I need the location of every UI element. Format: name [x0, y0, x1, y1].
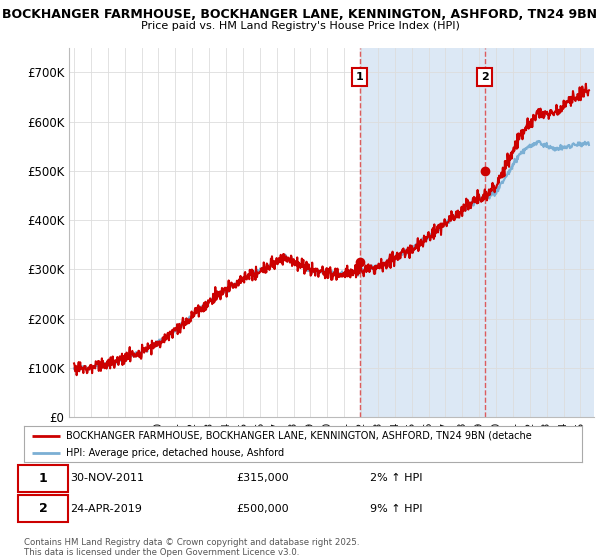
FancyBboxPatch shape — [19, 465, 68, 492]
Text: 30-NOV-2011: 30-NOV-2011 — [70, 473, 145, 483]
Text: 2: 2 — [481, 72, 488, 82]
Bar — [359, 48, 485, 417]
Text: 2% ↑ HPI: 2% ↑ HPI — [370, 473, 422, 483]
Text: 9% ↑ HPI: 9% ↑ HPI — [370, 504, 422, 514]
Text: £500,000: £500,000 — [236, 504, 289, 514]
Text: 2: 2 — [38, 502, 47, 515]
Bar — [485, 48, 594, 417]
Text: 1: 1 — [38, 472, 47, 485]
Text: HPI: Average price, detached house, Ashford: HPI: Average price, detached house, Ashf… — [66, 448, 284, 458]
Text: BOCKHANGER FARMHOUSE, BOCKHANGER LANE, KENNINGTON, ASHFORD, TN24 9BN (detache: BOCKHANGER FARMHOUSE, BOCKHANGER LANE, K… — [66, 431, 532, 441]
Text: Contains HM Land Registry data © Crown copyright and database right 2025.
This d: Contains HM Land Registry data © Crown c… — [24, 538, 359, 557]
Text: Price paid vs. HM Land Registry's House Price Index (HPI): Price paid vs. HM Land Registry's House … — [140, 21, 460, 31]
Text: £315,000: £315,000 — [236, 473, 289, 483]
Text: 1: 1 — [356, 72, 364, 82]
Text: 24-APR-2019: 24-APR-2019 — [70, 504, 142, 514]
FancyBboxPatch shape — [19, 496, 68, 522]
Text: BOCKHANGER FARMHOUSE, BOCKHANGER LANE, KENNINGTON, ASHFORD, TN24 9BN: BOCKHANGER FARMHOUSE, BOCKHANGER LANE, K… — [2, 8, 598, 21]
